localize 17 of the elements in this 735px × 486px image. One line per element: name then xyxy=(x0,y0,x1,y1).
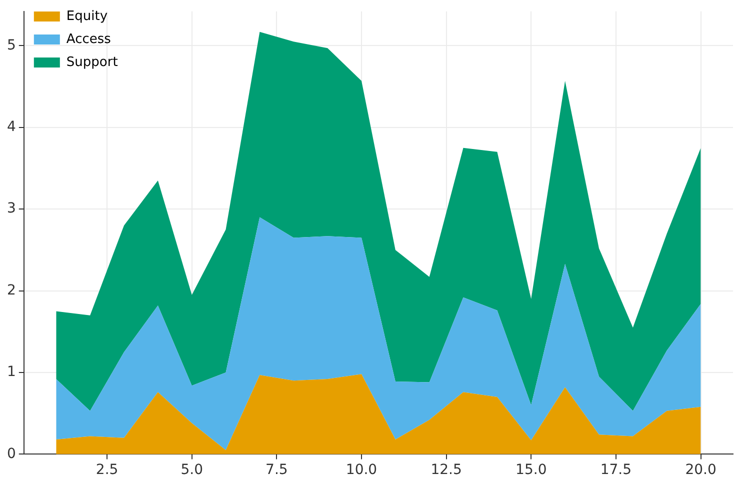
x-tick-label: 17.5 xyxy=(600,462,632,478)
y-tick-label: 0 xyxy=(6,446,16,462)
x-tick-label: 15.0 xyxy=(516,462,547,478)
y-tick-label: 3 xyxy=(6,200,16,217)
y-tick-label: 4 xyxy=(6,119,16,136)
x-tick-label: 10.0 xyxy=(346,462,378,478)
y-tick-label: 5 xyxy=(6,37,16,54)
legend-label: Access xyxy=(66,32,112,47)
x-tick-label: 2.5 xyxy=(96,462,118,478)
y-tick-label: 1 xyxy=(6,364,16,380)
x-tick-label: 7.5 xyxy=(266,462,288,478)
x-tick-label: 20.0 xyxy=(685,462,716,478)
x-tick-label: 12.5 xyxy=(430,462,462,478)
y-tick-label: 2 xyxy=(6,282,16,298)
legend-label: Equity xyxy=(66,8,108,24)
legend-label: Support xyxy=(66,54,118,70)
x-tick-label: 5.0 xyxy=(180,462,203,478)
